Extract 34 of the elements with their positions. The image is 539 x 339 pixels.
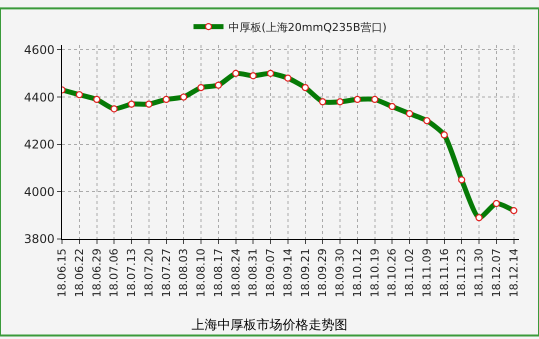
x-tick-label: 18.07.27 [160, 248, 173, 298]
y-tick-label: 4200 [24, 138, 55, 152]
x-tick-label: 18.09.14 [281, 248, 294, 298]
x-tick-label: 18.06.22 [72, 248, 86, 298]
x-tick-label: 18.10.19 [368, 248, 382, 298]
x-tick-label: 18.09.21 [298, 248, 312, 298]
x-tick-label: 18.07.06 [108, 248, 121, 298]
x-tick-label: 18.09.29 [316, 248, 330, 298]
x-tick-label: 18.10.26 [386, 248, 399, 298]
y-tick-label: 4000 [24, 184, 55, 199]
x-tick-label: 18.11.30 [472, 248, 486, 298]
x-tick-label: 18.12.07 [490, 248, 503, 298]
x-tick-label: 18.11.16 [438, 248, 451, 298]
x-tick-label: 18.06.29 [90, 248, 104, 298]
y-tick-label: 4600 [24, 42, 55, 57]
x-tick-label: 18.08.24 [229, 248, 242, 298]
legend-label: 中厚板(上海20mmQ235B营口) [228, 20, 387, 34]
x-tick-label: 18.11.02 [403, 248, 416, 298]
x-tick-label: 18.08.31 [246, 248, 260, 298]
x-tick-label: 18.10.12 [350, 248, 364, 298]
x-tick-label: 18.09.07 [264, 248, 278, 298]
x-tick-label: 18.07.20 [142, 248, 156, 298]
x-tick-label: 18.08.17 [212, 248, 225, 298]
x-tick-label: 18.08.03 [177, 248, 190, 298]
x-tick-label: 18.11.09 [420, 248, 434, 298]
y-tick-label: 4400 [24, 90, 55, 104]
x-tick-label: 18.12.14 [507, 248, 520, 298]
x-tick-label: 18.08.10 [194, 248, 208, 298]
y-tick-label: 3800 [24, 232, 55, 246]
x-tick-label: 18.07.13 [125, 248, 138, 298]
x-tick-label: 18.11.23 [455, 248, 468, 298]
text: 上海中厚板市场价格走势图 [192, 318, 348, 333]
x-tick-label: 18.09.30 [334, 248, 347, 298]
x-tick-label: 18.06.15 [56, 248, 69, 298]
